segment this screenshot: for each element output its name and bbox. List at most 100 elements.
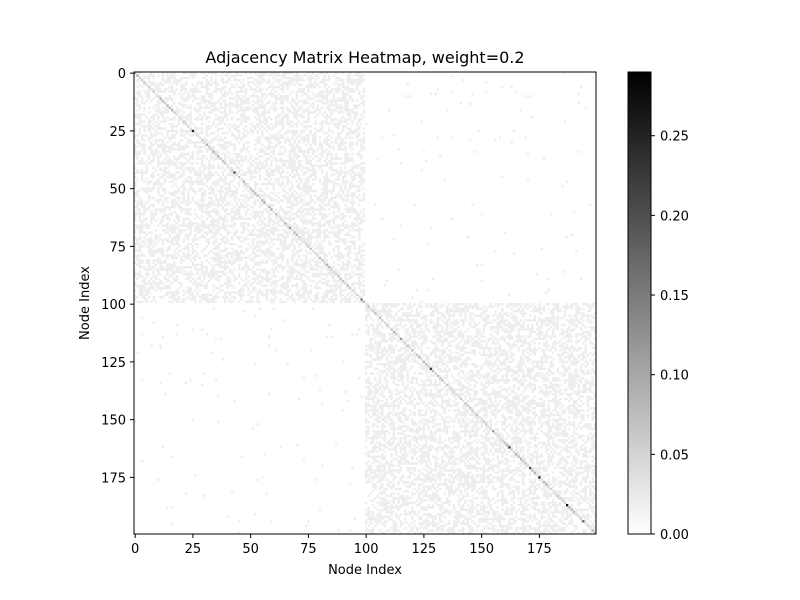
heatmap-cell bbox=[344, 233, 347, 237]
heatmap-cell bbox=[219, 187, 222, 190]
heatmap-cell bbox=[323, 203, 326, 207]
heatmap-cell bbox=[138, 90, 141, 93]
heatmap-cell bbox=[228, 171, 232, 174]
heatmap-cell bbox=[187, 194, 190, 197]
heatmap-cell bbox=[274, 296, 278, 299]
heatmap-cell bbox=[198, 113, 202, 116]
heatmap-cell bbox=[404, 303, 407, 306]
heatmap-cell bbox=[221, 284, 225, 287]
heatmap-cell bbox=[254, 189, 257, 193]
heatmap-cell bbox=[261, 229, 264, 232]
heatmap-cell bbox=[334, 162, 338, 165]
heatmap-cell bbox=[210, 164, 213, 167]
heatmap-cell bbox=[235, 83, 238, 86]
heatmap-cell bbox=[147, 208, 151, 211]
heatmap-cell bbox=[300, 76, 303, 79]
heatmap-cell bbox=[157, 122, 160, 126]
heatmap-cell bbox=[318, 81, 322, 84]
heatmap-cell bbox=[323, 217, 326, 220]
heatmap-cell bbox=[265, 95, 269, 98]
heatmap-cell bbox=[217, 259, 220, 262]
heatmap-cell bbox=[226, 233, 229, 237]
heatmap-cell bbox=[281, 152, 285, 156]
heatmap-cell bbox=[219, 261, 222, 264]
heatmap-cell bbox=[291, 76, 294, 79]
heatmap-cell bbox=[258, 104, 262, 107]
heatmap-cell bbox=[191, 189, 195, 193]
heatmap-cell bbox=[207, 300, 211, 304]
heatmap-cell bbox=[328, 78, 331, 82]
heatmap-cell bbox=[351, 210, 354, 213]
heatmap-cell bbox=[168, 171, 172, 174]
heatmap-cell bbox=[355, 74, 359, 77]
heatmap-cell bbox=[328, 90, 331, 93]
heatmap-cell bbox=[217, 150, 220, 153]
heatmap-cell bbox=[219, 263, 222, 267]
heatmap-cell bbox=[358, 134, 361, 137]
heatmap-cell bbox=[184, 256, 188, 260]
heatmap-cell bbox=[240, 136, 243, 140]
heatmap-cell bbox=[194, 289, 197, 292]
heatmap-cell bbox=[150, 162, 153, 165]
heatmap-cell bbox=[277, 192, 280, 195]
heatmap-cell bbox=[302, 141, 305, 144]
heatmap-cell bbox=[325, 182, 329, 186]
heatmap-cell bbox=[224, 90, 227, 93]
heatmap-cell bbox=[168, 279, 172, 283]
heatmap-cell bbox=[154, 132, 158, 135]
heatmap-cell bbox=[265, 233, 269, 237]
heatmap-cell bbox=[300, 129, 303, 133]
heatmap-cell bbox=[304, 208, 308, 211]
heatmap-cell bbox=[154, 150, 158, 153]
heatmap-cell bbox=[138, 132, 141, 135]
heatmap-cell bbox=[152, 270, 155, 274]
heatmap-cell bbox=[304, 150, 308, 153]
heatmap-cell bbox=[161, 266, 165, 269]
heatmap-cell bbox=[194, 268, 197, 271]
heatmap-cell bbox=[187, 196, 190, 200]
heatmap-cell bbox=[298, 298, 301, 301]
heatmap-cell bbox=[180, 134, 183, 137]
heatmap-cell bbox=[295, 231, 299, 234]
heatmap-cell bbox=[228, 122, 232, 126]
heatmap-cell bbox=[261, 166, 264, 170]
heatmap-cell bbox=[140, 120, 144, 123]
heatmap-cell bbox=[261, 284, 264, 287]
heatmap-cell bbox=[295, 108, 299, 112]
heatmap-cell bbox=[240, 169, 243, 172]
heatmap-cell bbox=[173, 175, 176, 179]
heatmap-cell bbox=[314, 272, 317, 276]
heatmap-cell bbox=[157, 173, 160, 176]
heatmap-cell bbox=[233, 189, 236, 193]
heatmap-cell bbox=[244, 120, 248, 123]
heatmap-cell bbox=[189, 166, 192, 170]
heatmap-cell bbox=[362, 212, 366, 216]
heatmap-cell bbox=[136, 85, 139, 89]
heatmap-cell bbox=[134, 231, 137, 234]
heatmap-cell bbox=[244, 141, 248, 144]
heatmap-cell bbox=[249, 291, 252, 294]
heatmap-cell bbox=[164, 120, 167, 123]
heatmap-cell bbox=[288, 166, 292, 170]
heatmap-cell bbox=[261, 249, 264, 253]
heatmap-cell bbox=[274, 226, 278, 230]
heatmap-cell bbox=[145, 90, 148, 93]
heatmap-cell bbox=[154, 141, 158, 144]
heatmap-cell bbox=[325, 293, 329, 297]
heatmap-cell bbox=[221, 205, 225, 209]
heatmap-cell bbox=[187, 192, 190, 195]
heatmap-cell bbox=[145, 76, 148, 79]
heatmap-cell bbox=[291, 129, 294, 133]
heatmap-cell bbox=[323, 224, 326, 227]
heatmap-cell bbox=[298, 155, 301, 158]
heatmap-cell bbox=[279, 74, 282, 77]
heatmap-cell bbox=[254, 175, 257, 179]
heatmap-cell bbox=[358, 247, 361, 250]
heatmap-cell bbox=[346, 180, 349, 183]
heatmap-cell bbox=[161, 138, 165, 142]
heatmap-cell bbox=[279, 102, 282, 105]
heatmap-cell bbox=[267, 102, 271, 105]
heatmap-cell bbox=[182, 199, 185, 202]
heatmap-cell bbox=[291, 238, 294, 241]
heatmap-cell bbox=[145, 164, 148, 167]
